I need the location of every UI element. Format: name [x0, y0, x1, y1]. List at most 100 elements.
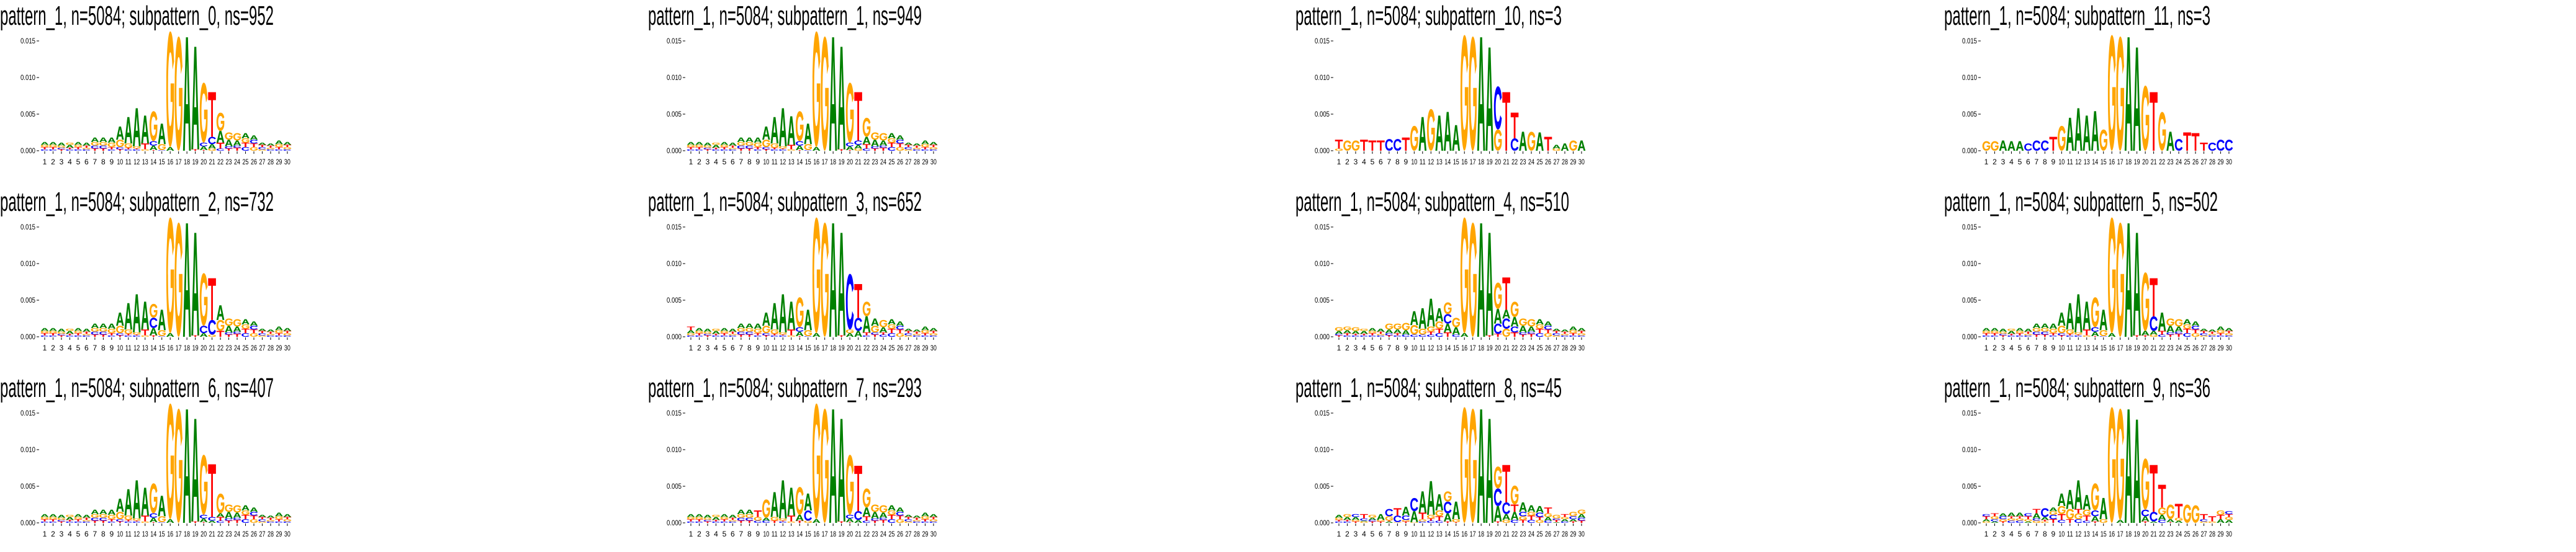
- x-tick-label: 15: [159, 158, 165, 166]
- logo-letter-T: [2049, 136, 2058, 151]
- logo-letter-A: [929, 514, 938, 517]
- logo-letter-T: [2191, 329, 2200, 334]
- logo-letter-T: [74, 147, 83, 149]
- logo-letter-A: [1410, 511, 1418, 522]
- logo-letter-A: [2150, 521, 2158, 523]
- logo-letter-T: [879, 520, 888, 523]
- logo-letter-T: [1560, 514, 1569, 517]
- logo-position-stack: [695, 327, 703, 337]
- logo-letter-A: [770, 117, 779, 144]
- logo-letter-A: [199, 518, 208, 522]
- logo-letter-T: [762, 149, 770, 151]
- logo-position-stack: [1460, 217, 1469, 337]
- x-tick-label: 5: [723, 530, 727, 538]
- logo-position-stack: [703, 329, 712, 337]
- logo-letter-G: [1991, 516, 1999, 520]
- logo-letter-C: [929, 335, 938, 337]
- logo-letter-C: [904, 519, 912, 522]
- x-tick-label: 29: [2217, 158, 2223, 166]
- logo-position-stack: [225, 318, 233, 337]
- logo-letter-T: [91, 334, 99, 337]
- x-tick-label: 6: [2026, 530, 2030, 538]
- logo-letter-T: [1502, 92, 1510, 151]
- x-tick-label: 7: [1387, 344, 1392, 352]
- logo-letter-A: [2099, 497, 2108, 520]
- logo-letter-G: [250, 147, 258, 151]
- logo-letter-T: [1577, 520, 1586, 523]
- x-tick-label: 13: [142, 158, 148, 166]
- logo-position-stack: [174, 36, 182, 151]
- logo-letter-C: [250, 140, 258, 144]
- y-tick-label: 0.005: [1315, 482, 1330, 491]
- logo-position-stack: [687, 141, 695, 151]
- x-tick-label: 9: [1403, 530, 1408, 538]
- logo-letter-G: [74, 145, 83, 148]
- logo-letter-A: [91, 323, 99, 328]
- logo-letter-C: [2091, 327, 2099, 332]
- y-tick-label: 0.015: [20, 37, 35, 45]
- logo-letter-T: [929, 331, 938, 334]
- logo-letter-C: [2150, 512, 2158, 522]
- logo-letter-C: [124, 335, 133, 337]
- logo-letter-T: [208, 92, 216, 137]
- logo-letter-T: [703, 521, 712, 523]
- x-tick-label: 4: [1362, 158, 1366, 166]
- logo-letter-G: [1510, 301, 1519, 318]
- logo-letter-C: [1335, 334, 1343, 336]
- logo-letter-A: [912, 515, 921, 518]
- logo-letter-G: [1385, 323, 1394, 330]
- x-tick-label: 4: [1362, 530, 1366, 538]
- x-tick-label: 9: [109, 158, 114, 166]
- logo-position-stack: [1493, 466, 1502, 523]
- logo-letter-A: [2015, 141, 2024, 151]
- logo-letter-C: [2225, 335, 2233, 337]
- logo-letter-T: [871, 520, 879, 523]
- logo-letter-C: [116, 519, 124, 522]
- logo-letter-A: [2066, 303, 2074, 330]
- logo-letter-C: [2141, 509, 2150, 517]
- x-tick-label: 11: [125, 158, 132, 166]
- logo-letter-A: [74, 141, 83, 145]
- logo-letter-C: [1426, 520, 1435, 523]
- logo-letter-T: [2166, 522, 2174, 523]
- x-tick-label: 29: [922, 158, 928, 166]
- x-tick-label: 7: [739, 530, 744, 538]
- logo-letter-T: [141, 143, 150, 149]
- logo-letter-G: [2032, 520, 2041, 523]
- logo-letter-G: [762, 499, 770, 518]
- y-tick-label: 0.010: [1315, 259, 1330, 268]
- logo-position-stack: [1394, 323, 1402, 337]
- logo-letter-T: [66, 520, 74, 522]
- y-tick-label: 0.000: [1962, 519, 1977, 527]
- logo-letter-G: [2083, 509, 2091, 516]
- logo-letter-T: [283, 145, 292, 148]
- logo-letter-T: [49, 333, 57, 336]
- logo-letter-C: [879, 334, 888, 337]
- logo-letter-G: [2074, 332, 2083, 335]
- x-tick-label: 11: [2067, 530, 2073, 538]
- logo-letter-T: [1360, 514, 1368, 519]
- x-tick-label: 21: [855, 344, 862, 352]
- logo-panel: pattern_1, n=5084; subpattern_2, ns=732 0…: [0, 180, 644, 366]
- logo-letter-C: [1510, 138, 1519, 151]
- logo-letter-A: [2074, 294, 2083, 332]
- logo-letter-A: [2015, 512, 2024, 517]
- logo-position-stack: [241, 133, 250, 151]
- logo-letter-T: [1452, 522, 1461, 523]
- x-tick-label: 5: [2018, 530, 2022, 538]
- logo-letter-C: [149, 318, 158, 328]
- logo-letter-A: [1519, 326, 1527, 332]
- x-tick-label: 18: [184, 158, 190, 166]
- logo-position-stack: [1536, 132, 1544, 151]
- logo-position-stack: [2066, 303, 2074, 337]
- x-tick-label: 19: [192, 158, 199, 166]
- logo-letter-A: [787, 487, 796, 516]
- logo-letter-A: [837, 47, 845, 149]
- x-tick-label: 24: [2176, 158, 2182, 166]
- logo-position-stack: [1377, 329, 1385, 337]
- logo-letter-G: [1410, 125, 1418, 151]
- logo-letter-T: [258, 331, 266, 334]
- logo-letter-G: [879, 319, 888, 327]
- logo-position-stack: [778, 108, 787, 151]
- x-tick-label: 2: [1345, 158, 1349, 166]
